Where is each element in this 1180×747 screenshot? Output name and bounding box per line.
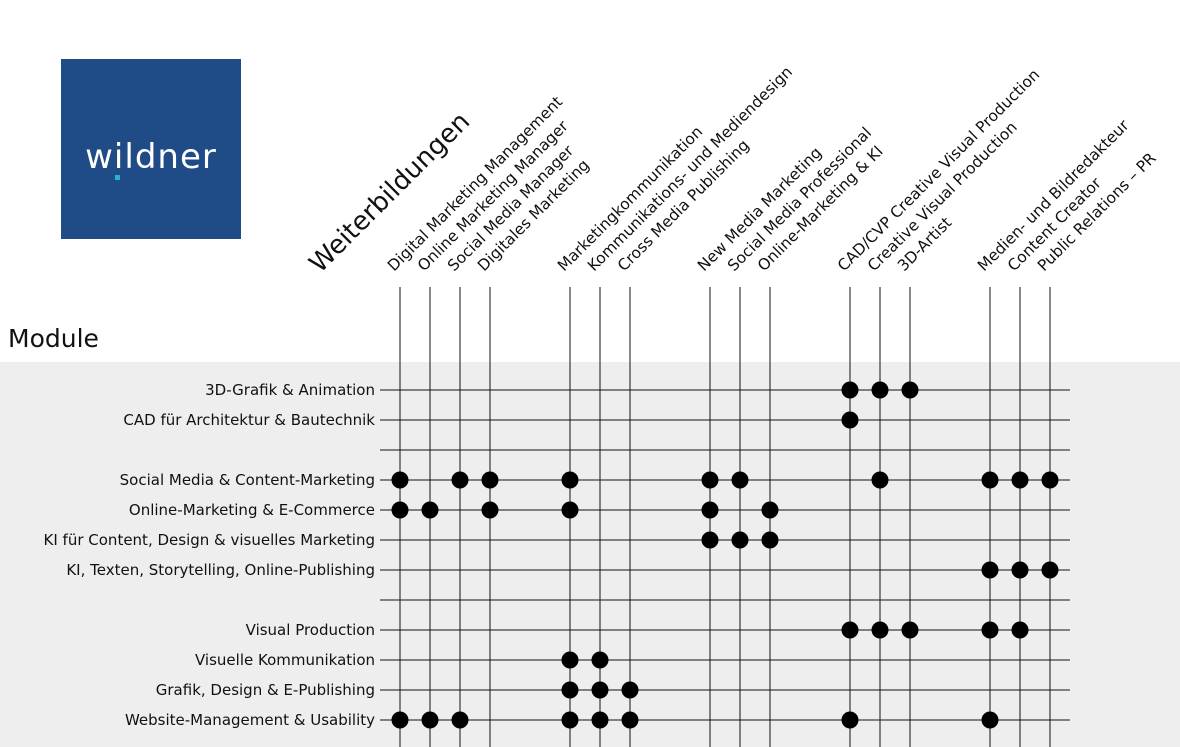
match-dot xyxy=(871,381,889,399)
module-label: Visual Production xyxy=(246,621,375,639)
match-dot xyxy=(841,411,859,429)
logo-dot xyxy=(115,175,120,180)
match-dot xyxy=(591,681,609,699)
match-dot xyxy=(701,501,719,519)
match-dot xyxy=(841,621,859,639)
match-dot xyxy=(481,501,499,519)
module-label: Online-Marketing & E-Commerce xyxy=(129,501,375,519)
match-dot xyxy=(1011,561,1029,579)
match-dot xyxy=(561,681,579,699)
match-dot xyxy=(621,711,639,729)
match-dot xyxy=(561,651,579,669)
match-dot xyxy=(561,471,579,489)
match-dot xyxy=(621,681,639,699)
match-dot xyxy=(901,621,919,639)
match-dot xyxy=(701,471,719,489)
match-dot xyxy=(391,501,409,519)
module-label: Visuelle Kommunikation xyxy=(195,651,375,669)
module-label: 3D-Grafik & Animation xyxy=(205,381,375,399)
match-dot xyxy=(1011,621,1029,639)
module-label: CAD für Architektur & Bautechnik xyxy=(123,411,375,429)
column-header: Online-Marketing & KI xyxy=(754,142,887,275)
match-dot xyxy=(731,531,749,549)
module-label: KI für Content, Design & visuelles Marke… xyxy=(44,531,375,549)
header-title: Weiterbildungen xyxy=(304,107,476,279)
match-dot xyxy=(761,531,779,549)
match-dot xyxy=(591,651,609,669)
module-label: KI, Texten, Storytelling, Online-Publish… xyxy=(66,561,375,579)
match-dot xyxy=(871,471,889,489)
match-dot xyxy=(421,501,439,519)
match-dot xyxy=(1041,471,1059,489)
match-dot xyxy=(391,711,409,729)
match-dot xyxy=(591,711,609,729)
match-dot xyxy=(481,471,499,489)
column-header: Social Media Manager xyxy=(444,141,578,275)
match-dot xyxy=(841,381,859,399)
match-dot xyxy=(561,501,579,519)
logo-text: wildner xyxy=(85,137,217,177)
match-dot xyxy=(981,471,999,489)
match-dot xyxy=(391,471,409,489)
module-area-background xyxy=(0,362,1180,747)
match-dot xyxy=(871,621,889,639)
match-dot xyxy=(451,471,469,489)
match-dot xyxy=(761,501,779,519)
match-dot xyxy=(901,381,919,399)
match-dot xyxy=(561,711,579,729)
match-dot xyxy=(451,711,469,729)
wildner-logo: wildner xyxy=(61,59,241,239)
match-dot xyxy=(421,711,439,729)
match-dot xyxy=(701,531,719,549)
match-dot xyxy=(981,711,999,729)
match-dot xyxy=(1011,471,1029,489)
module-label: Social Media & Content-Marketing xyxy=(120,471,375,489)
match-dot xyxy=(981,621,999,639)
match-dot xyxy=(1041,561,1059,579)
match-dot xyxy=(731,471,749,489)
module-label: Website-Management & Usability xyxy=(125,711,375,729)
match-dot xyxy=(981,561,999,579)
module-label: Grafik, Design & E-Publishing xyxy=(156,681,375,699)
module-title: Module xyxy=(8,324,99,353)
match-dot xyxy=(841,711,859,729)
